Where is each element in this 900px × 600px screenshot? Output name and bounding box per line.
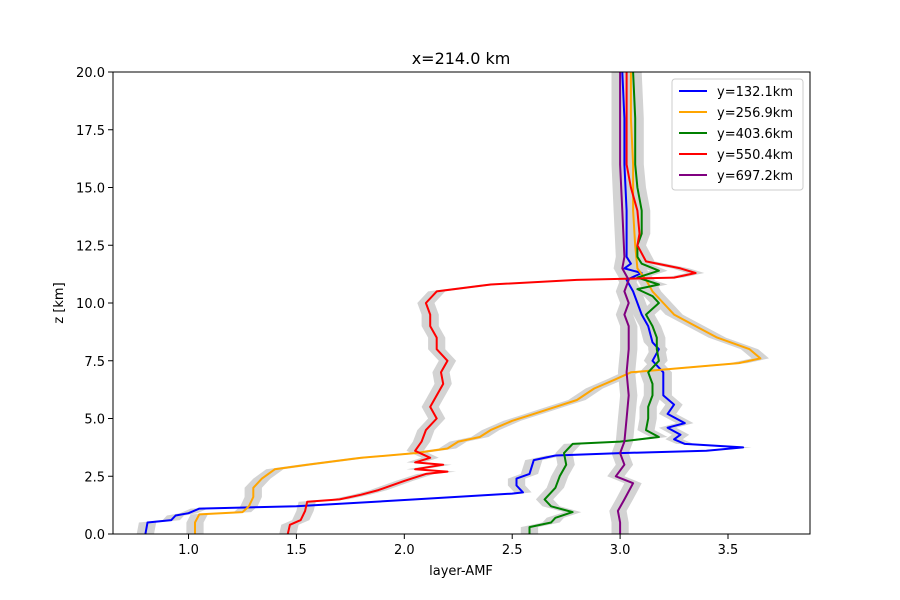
x-axis-label: layer-AMF — [429, 564, 493, 579]
y-tick-label: 20.0 — [76, 66, 105, 81]
x-tick-label: 2.5 — [502, 543, 523, 558]
line-series-2 — [194, 72, 762, 534]
x-tick-label: 1.0 — [178, 543, 199, 558]
y-tick-label: 7.5 — [84, 355, 105, 370]
y-tick-label: 15.0 — [76, 182, 105, 197]
x-tick-label: 1.5 — [286, 543, 307, 558]
legend-label: y=403.6km — [717, 127, 793, 142]
y-tick-label: 12.5 — [76, 239, 105, 254]
y-axis-label: z [km] — [52, 282, 67, 323]
y-tick-label: 0.0 — [84, 528, 105, 543]
x-tick-label: 3.0 — [610, 543, 631, 558]
x-tick-label: 2.0 — [394, 543, 415, 558]
y-tick-label: 2.5 — [84, 470, 105, 485]
band-series-5 — [607, 72, 642, 534]
legend: y=132.1km y=256.9km y=403.6km y=550.4km y=69… — [671, 78, 804, 191]
x-tick-label: 3.5 — [718, 543, 739, 558]
line-series-5 — [614, 72, 635, 534]
series-lines — [144, 72, 762, 534]
x-axis: 1.0 1.5 2.0 2.5 3.0 3.5 — [178, 534, 738, 558]
y-tick-label: 17.5 — [76, 124, 105, 139]
y-tick-label: 10.0 — [76, 297, 105, 312]
line-series-4 — [286, 72, 697, 534]
chart-title: x=214.0 km — [412, 49, 511, 68]
band-series-2 — [186, 72, 769, 534]
legend-label: y=132.1km — [717, 85, 793, 100]
legend-label: y=550.4km — [717, 148, 793, 163]
line-series-3 — [528, 72, 660, 534]
legend-label: y=697.2km — [717, 169, 793, 184]
y-tick-label: 5.0 — [84, 413, 105, 428]
legend-label: y=256.9km — [717, 106, 793, 121]
y-axis: 0.0 2.5 5.0 7.5 10.0 12.5 15.0 17.5 20.0 — [76, 66, 113, 543]
legend-box — [671, 78, 804, 191]
